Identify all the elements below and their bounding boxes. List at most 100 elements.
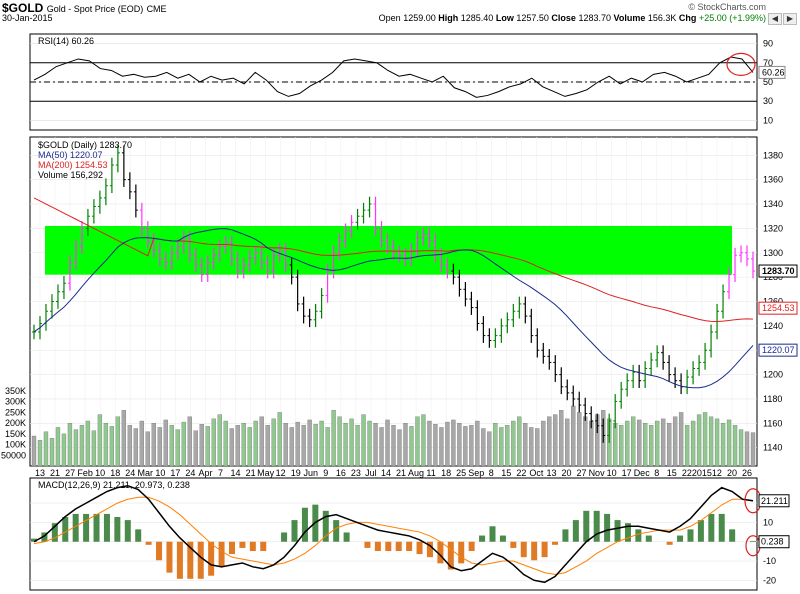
macd-histogram-bar <box>437 541 444 564</box>
volume-bar <box>577 412 582 467</box>
volume-bar <box>469 425 474 467</box>
volume-bar <box>127 425 133 467</box>
macd-histogram-bar <box>72 513 79 542</box>
volume-bar <box>175 429 180 467</box>
x-tick-label: Dec <box>634 468 651 478</box>
volume-bar <box>463 426 468 467</box>
rsi-tick-label: 90 <box>763 39 773 49</box>
macd-tick-label: -20 <box>763 575 776 585</box>
x-tick-label: 2015 <box>692 468 712 478</box>
x-tick-label: Jun <box>304 468 319 478</box>
price-tick-label: 1360 <box>763 175 783 185</box>
macd-histogram-bar <box>249 541 256 551</box>
volume-bar <box>277 412 282 467</box>
macd-tick-label: -10 <box>763 556 776 566</box>
macd-histogram-bar <box>166 541 173 573</box>
volume-bar <box>247 427 252 467</box>
volume-bar <box>379 427 384 467</box>
volume-bar <box>229 428 234 467</box>
volume-bar <box>367 420 372 467</box>
volume-bar <box>55 427 61 467</box>
x-tick-label: 9 <box>323 468 328 478</box>
volume-bar <box>637 419 642 467</box>
rsi-last-value-box <box>758 65 786 79</box>
macd-histogram-bar <box>677 535 684 542</box>
volume-bar <box>49 437 55 467</box>
macd-histogram-bar <box>541 541 548 558</box>
macd-histogram-bar <box>510 541 517 548</box>
volume-bar <box>319 420 324 467</box>
macd-histogram-bar <box>218 541 225 567</box>
nav-left-icon[interactable]: ◀ <box>768 13 782 25</box>
volume-bar <box>457 422 462 467</box>
x-tick-label: 15 <box>667 468 677 478</box>
rsi-tick-label: 30 <box>763 96 773 106</box>
volume-bar <box>115 416 121 467</box>
volume-bar <box>61 433 67 467</box>
macd-histogram-bar <box>385 541 392 551</box>
x-tick-label: 26 <box>742 468 752 478</box>
volume-bar <box>643 422 648 467</box>
volume-bar <box>307 419 312 467</box>
x-tick-label: 13 <box>35 468 45 478</box>
x-tick-label: 10 <box>155 468 165 478</box>
macd-histogram-bar <box>499 535 506 542</box>
macd-histogram-bar <box>260 541 267 551</box>
volume-bar <box>511 420 516 467</box>
macd-histogram-bar <box>729 529 736 542</box>
macd-histogram-bar <box>114 517 121 542</box>
volume-bar <box>259 416 264 467</box>
x-tick-label: 19 <box>291 468 301 478</box>
volume-bar <box>744 431 750 467</box>
macd-last-value: 21.211 <box>761 496 788 506</box>
chart-date: 30-Jan-2015 <box>2 13 53 23</box>
exchange: CME <box>146 4 167 14</box>
macd-histogram-bar <box>426 541 433 558</box>
volume-bar <box>660 418 666 467</box>
macd-histogram-bar <box>51 523 58 542</box>
macd-histogram-bar <box>31 538 37 542</box>
macd-histogram-bar <box>687 529 694 542</box>
price-tick-label: 1160 <box>763 418 782 428</box>
volume-bar <box>493 422 498 467</box>
macd-histogram-bar <box>83 513 90 542</box>
x-tick-label: 20 <box>727 468 737 478</box>
volume-bar <box>684 425 690 467</box>
volume-bar <box>475 420 480 467</box>
nav-right-icon[interactable]: ▶ <box>783 13 797 25</box>
ohlc-summary: Open 1259.00 High 1285.40 Low 1257.50 Cl… <box>378 13 766 23</box>
macd-histogram-bar <box>281 532 288 542</box>
x-tick-label: 27 <box>65 468 75 478</box>
volume-bar <box>187 416 192 467</box>
price-tick-label: 1260 <box>763 297 783 307</box>
macd-histogram-bar <box>239 541 246 548</box>
macd-histogram-bar <box>62 517 69 542</box>
macd-tick-label: 10 <box>763 517 773 527</box>
x-tick-label: 12 <box>276 468 286 478</box>
volume-bar <box>43 431 49 467</box>
x-tick-label: 17 <box>170 468 180 478</box>
macd-signal-line <box>33 496 754 576</box>
x-tick-label: Mar <box>138 468 154 478</box>
volume-bar <box>619 425 624 467</box>
macd-legend: MACD(12,26,9) 21.211, 20.973, 0.238 <box>38 480 190 490</box>
volume-bar <box>181 421 186 467</box>
price-tick-label: 1180 <box>763 394 782 404</box>
ma200-legend: MA(200) 1254.53 <box>38 160 108 170</box>
volume-bar <box>199 424 204 467</box>
volume-bar <box>535 428 540 467</box>
x-tick-label: 18 <box>110 468 120 478</box>
x-tick-label: 7 <box>218 468 223 478</box>
volume-bar <box>193 430 198 467</box>
macd-histogram-bar <box>406 541 413 551</box>
x-tick-label: 8 <box>654 468 659 478</box>
volume-bar <box>295 421 300 467</box>
macd-histogram-bar <box>156 541 163 561</box>
rsi-line <box>33 56 754 98</box>
macd-histogram-bar <box>291 520 298 542</box>
volume-bar <box>91 430 97 467</box>
x-tick-label: Oct <box>529 468 544 478</box>
volume-bar <box>31 435 37 467</box>
volume-tick-label: 200K <box>5 418 26 428</box>
volume-bar <box>373 422 378 467</box>
